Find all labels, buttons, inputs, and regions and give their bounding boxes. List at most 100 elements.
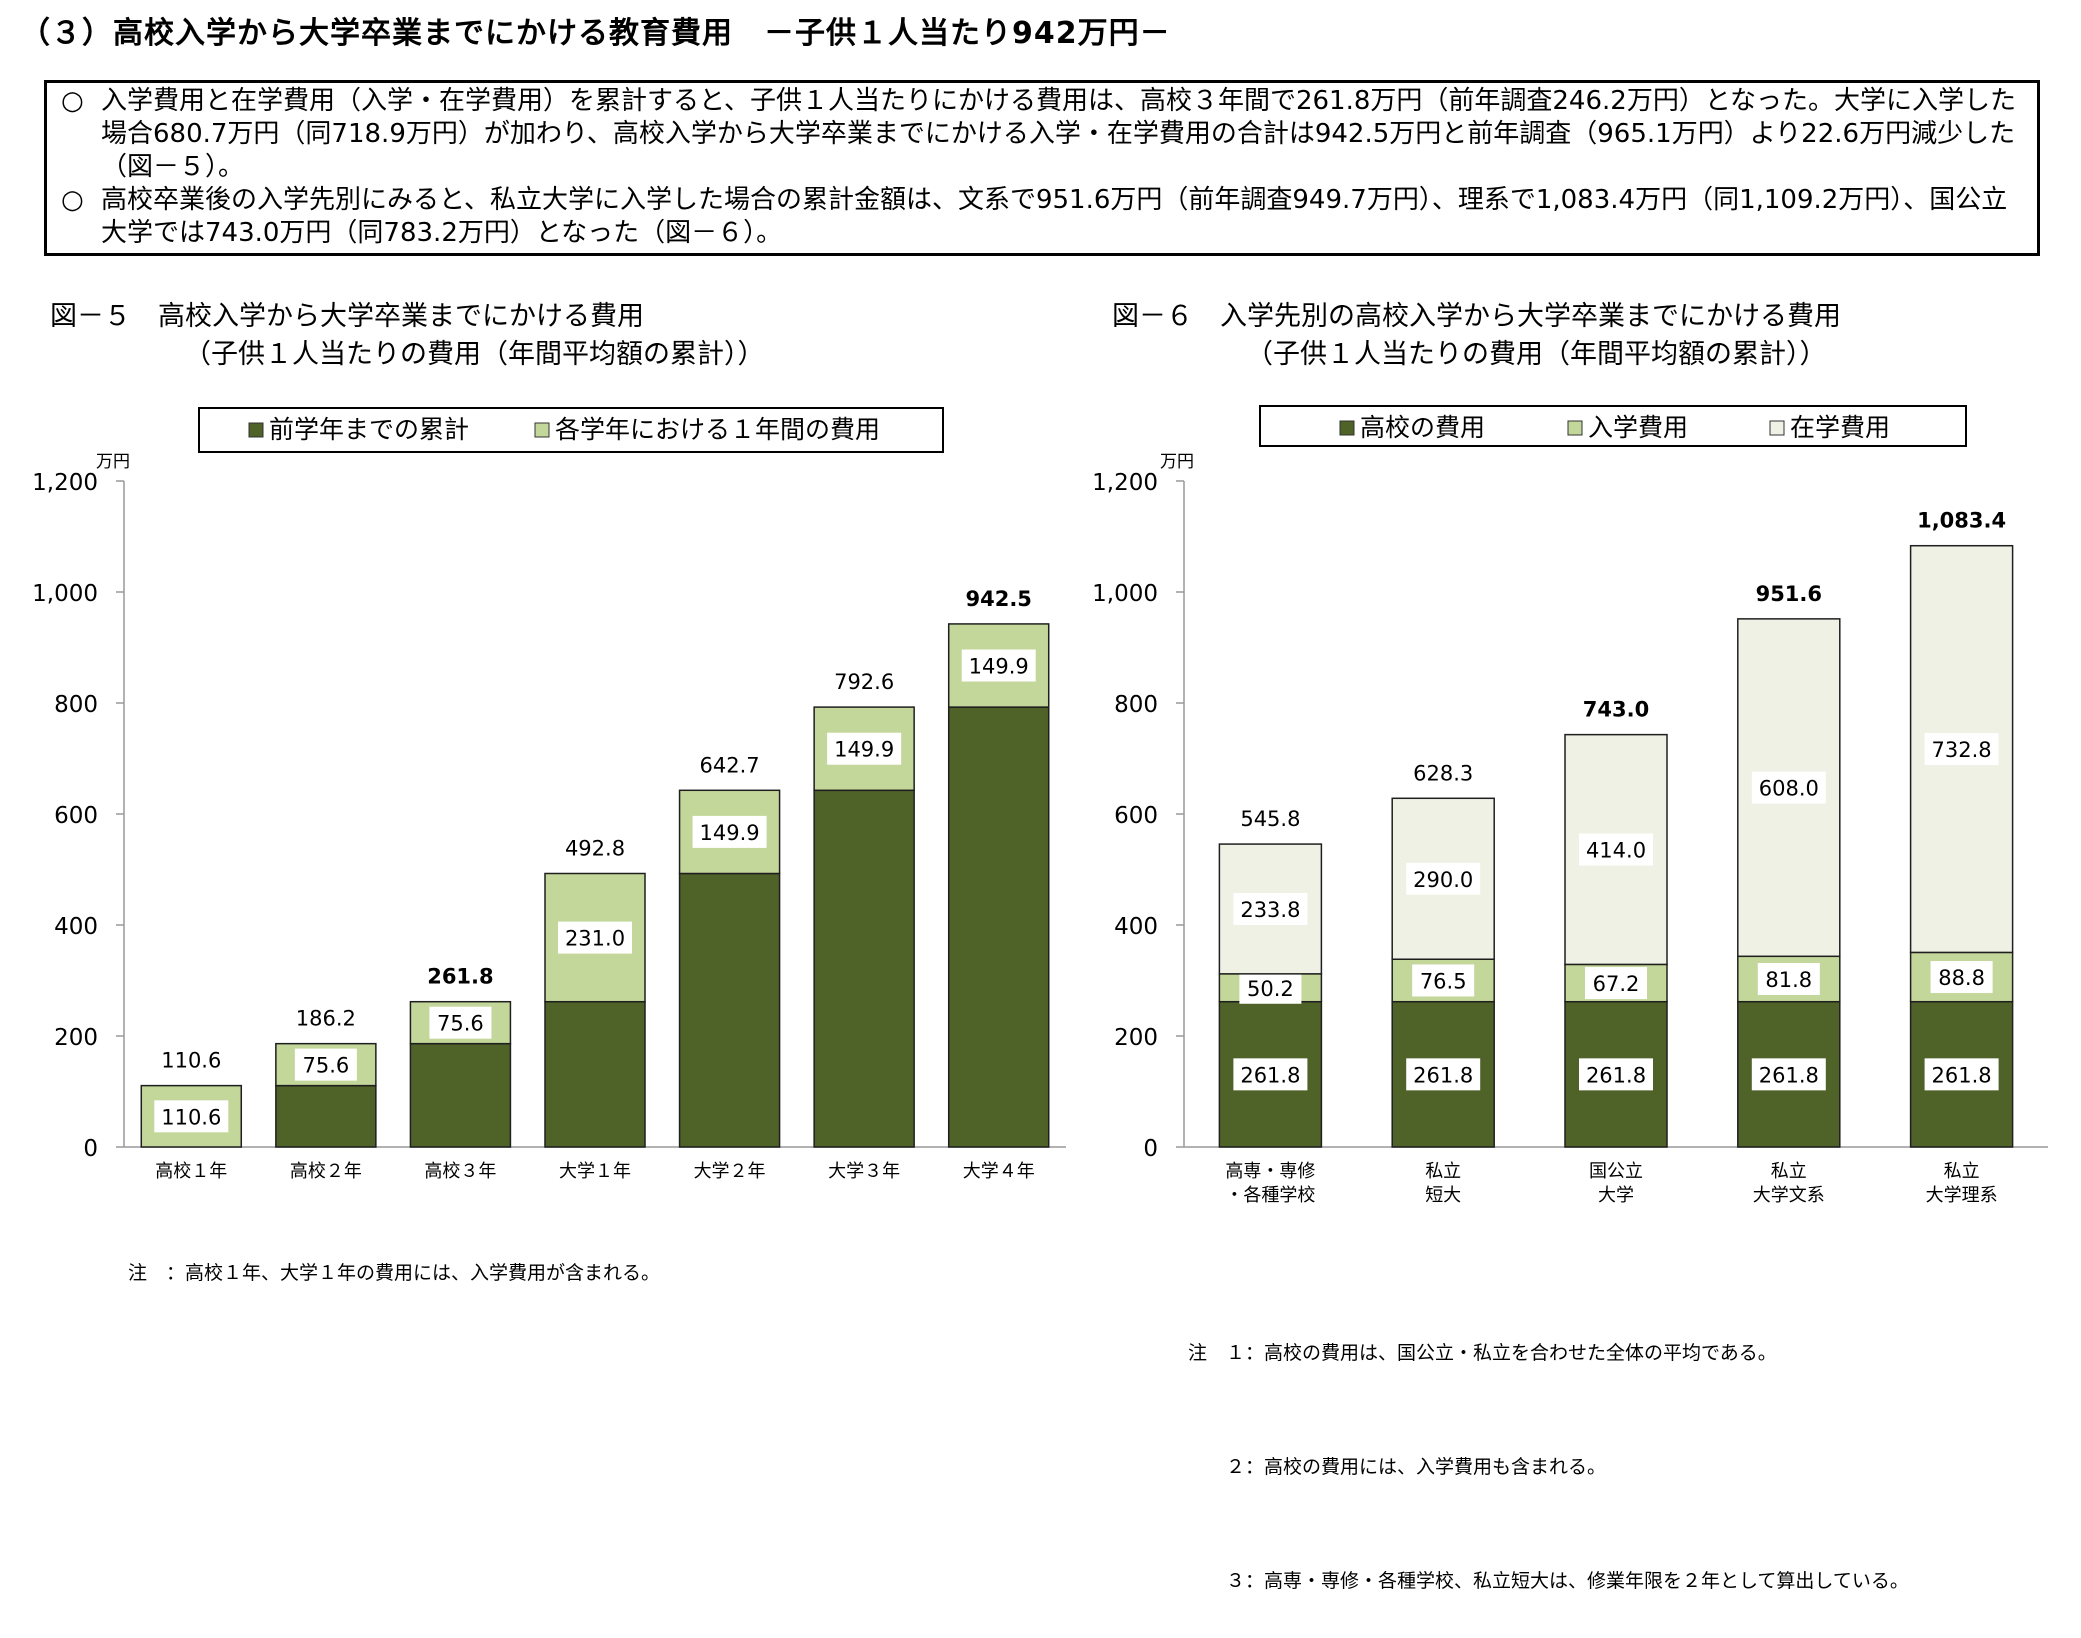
y-axis-unit: 万円 xyxy=(96,452,130,472)
data-label: 110.6 xyxy=(161,1105,221,1129)
data-label-background xyxy=(1757,963,1820,996)
x-tick-label: 高専・専修 xyxy=(1225,1161,1315,1182)
data-label: 149.9 xyxy=(834,738,894,762)
bar-segment xyxy=(947,706,1050,1148)
y-tick-label: 1,200 xyxy=(1092,470,1158,496)
data-label: 67.2 xyxy=(1593,972,1640,996)
y-tick-label: 1,000 xyxy=(32,581,98,607)
data-label: 50.2 xyxy=(1247,977,1294,1001)
legend-label: 入学費用 xyxy=(1588,413,1688,442)
data-label: 88.8 xyxy=(1938,966,1985,990)
data-label: 233.8 xyxy=(1240,898,1300,922)
legend-swatch xyxy=(1567,420,1583,436)
data-label: 261.8 xyxy=(1932,1063,1992,1087)
data-label-background xyxy=(692,815,767,848)
bar-segment xyxy=(544,1000,646,1148)
data-label: 75.6 xyxy=(437,1012,484,1036)
data-label: 81.8 xyxy=(1765,968,1812,992)
bar-total-label: 186.2 xyxy=(296,1007,356,1031)
data-label-background xyxy=(961,649,1036,682)
y-axis-unit: 万円 xyxy=(1160,452,1194,472)
data-label-background xyxy=(154,1100,229,1133)
data-label-background xyxy=(429,1006,492,1039)
data-label-background xyxy=(1579,833,1653,866)
data-label-background xyxy=(1930,961,1993,994)
legend-box xyxy=(198,407,944,453)
x-tick-label: 大学１年 xyxy=(559,1161,631,1182)
x-tick-label: 私立 xyxy=(1771,1161,1807,1182)
data-label-background xyxy=(1406,1058,1481,1091)
summary-box: ○ 入学費用と在学費用（入学・在学費用）を累計すると、子供１人当たりにかける費用… xyxy=(44,80,2040,256)
data-label: 231.0 xyxy=(565,927,625,951)
figure5-title: 図－５ 高校入学から大学卒業までにかける費用 xyxy=(50,301,644,332)
data-label: 149.9 xyxy=(700,821,760,845)
legend-label: 前学年までの累計 xyxy=(269,415,469,444)
bar-total-label: 743.0 xyxy=(1583,698,1649,722)
bar-total-label: 545.8 xyxy=(1240,807,1300,831)
legend-swatch xyxy=(1769,420,1785,436)
data-label: 149.9 xyxy=(969,655,1029,679)
bar-total-label: 942.5 xyxy=(965,587,1031,611)
x-tick-label: 大学理系 xyxy=(1926,1185,1998,1206)
legend-swatch xyxy=(248,422,264,438)
figure6-note: ２：高校の費用には、入学費用も含まれる。 xyxy=(1188,1456,1607,1478)
data-label-background xyxy=(1233,892,1308,925)
data-label: 732.8 xyxy=(1932,738,1992,762)
y-tick-label: 1,200 xyxy=(32,470,98,496)
x-tick-label: 高校１年 xyxy=(155,1161,227,1182)
data-label-background xyxy=(1233,1058,1308,1091)
data-label: 608.0 xyxy=(1759,777,1819,801)
bullet-icon: ○ xyxy=(61,185,84,215)
y-tick-label: 0 xyxy=(83,1136,98,1162)
x-tick-label: 高校３年 xyxy=(424,1161,496,1182)
x-tick-label: 高校２年 xyxy=(290,1161,362,1182)
data-label: 261.8 xyxy=(1413,1063,1473,1087)
y-tick-label: 200 xyxy=(54,1025,98,1051)
bar-total-label: 628.3 xyxy=(1413,761,1473,785)
summary-item: ○ 高校卒業後の入学先別にみると、私立大学に入学した場合の累計金額は、文系で95… xyxy=(61,184,2027,250)
x-tick-label: 私立 xyxy=(1944,1161,1980,1182)
x-tick-label: 大学 xyxy=(1598,1185,1634,1206)
data-label-background xyxy=(1751,1058,1826,1091)
figure6-note: ３：高専・専修・各種学校、私立短大は、修業年限を２年として算出している。 xyxy=(1188,1570,1909,1592)
data-label-background xyxy=(558,921,632,954)
x-tick-label: 大学２年 xyxy=(694,1161,766,1182)
bar-total-label: 261.8 xyxy=(427,965,493,989)
bar-segment xyxy=(275,1084,377,1148)
figure6-note: 注 １：高校の費用は、国公立・私立を合わせた全体の平均である。 xyxy=(1188,1342,1777,1364)
bar-total-label: 792.6 xyxy=(834,670,894,694)
data-label: 76.5 xyxy=(1420,969,1467,993)
figure6-notes: 注 １：高校の費用は、国公立・私立を合わせた全体の平均である。 ２：高校の費用に… xyxy=(1188,1258,1909,1638)
bar-total-label: 642.7 xyxy=(700,753,760,777)
x-tick-label: 大学３年 xyxy=(828,1161,900,1182)
data-label: 261.8 xyxy=(1240,1063,1300,1087)
legend-label: 高校の費用 xyxy=(1360,413,1485,442)
figure5-subtitle: （子供１人当たりの費用（年間平均額の累計）） xyxy=(184,339,765,370)
y-tick-label: 800 xyxy=(1114,692,1158,718)
figure6-subtitle: （子供１人当たりの費用（年間平均額の累計）） xyxy=(1246,339,1827,370)
figure5-note: 注 ：高校１年、大学１年の費用には、入学費用が含まれる。 xyxy=(128,1262,661,1284)
x-tick-label: 大学文系 xyxy=(1753,1185,1825,1206)
y-tick-label: 400 xyxy=(54,914,98,940)
x-tick-label: 短大 xyxy=(1425,1185,1461,1206)
bar-segment xyxy=(678,872,781,1148)
legend-label: 各学年における１年間の費用 xyxy=(555,415,880,444)
bar-total-label: 951.6 xyxy=(1756,582,1822,606)
data-label: 414.0 xyxy=(1586,839,1646,863)
legend-swatch xyxy=(1339,420,1355,436)
page-heading: （３）高校入学から大学卒業までにかける教育費用 －子供１人当たり942万円－ xyxy=(20,16,1171,51)
summary-text: 高校卒業後の入学先別にみると、私立大学に入学した場合の累計金額は、文系で951.… xyxy=(101,185,2008,248)
summary-text: 入学費用と在学費用（入学・在学費用）を累計すると、子供１人当たりにかける費用は、… xyxy=(101,86,2017,182)
data-label-background xyxy=(1406,862,1481,895)
x-tick-label: ・各種学校 xyxy=(1225,1185,1315,1206)
x-tick-label: 国公立 xyxy=(1589,1161,1643,1182)
y-tick-label: 600 xyxy=(54,803,98,829)
x-tick-label: 私立 xyxy=(1425,1161,1461,1182)
data-label-background xyxy=(1924,1058,1999,1091)
y-tick-label: 1,000 xyxy=(1092,581,1158,607)
data-label: 261.8 xyxy=(1759,1063,1819,1087)
legend-label: 在学費用 xyxy=(1790,413,1890,442)
y-tick-label: 400 xyxy=(1114,914,1158,940)
